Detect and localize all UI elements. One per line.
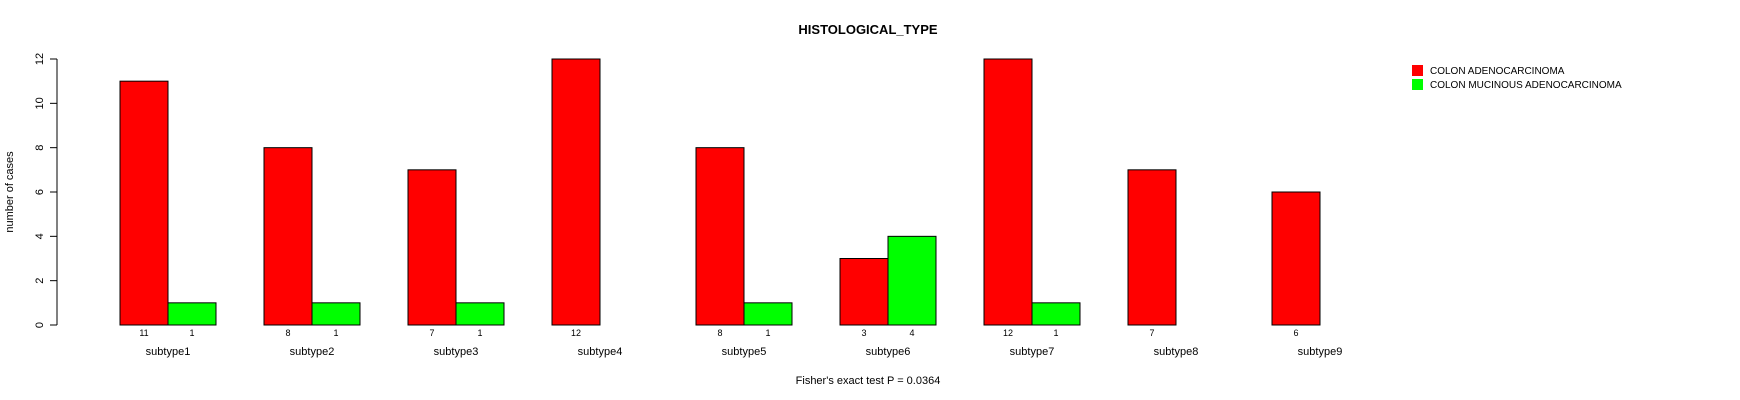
bar	[119, 80, 169, 326]
bar-count-label: 12	[571, 328, 581, 338]
category-label: subtype1	[146, 346, 191, 358]
bar-count-label: 8	[717, 328, 722, 338]
category-label: subtype8	[1154, 346, 1199, 358]
category-label: subtype6	[866, 346, 911, 358]
chart-title: HISTOLOGICAL_TYPE	[798, 22, 937, 37]
bar-count-label: 1	[1053, 328, 1058, 338]
bar-count-label: 1	[765, 328, 770, 338]
bar-count-label: 11	[139, 328, 148, 338]
bar	[695, 147, 745, 326]
category-label: subtype2	[290, 346, 335, 358]
category-label: subtype3	[434, 346, 479, 358]
category-label: subtype4	[578, 346, 623, 358]
bar	[1031, 302, 1081, 326]
y-tick-label: 12	[34, 53, 46, 65]
bar	[983, 58, 1033, 326]
bar-count-label: 1	[333, 328, 338, 338]
legend-entry: COLON MUCINOUS ADENOCARCINOMA	[1430, 80, 1622, 91]
bar-count-label: 7	[1149, 328, 1154, 338]
bar	[887, 235, 937, 326]
bar	[455, 302, 505, 326]
bar-count-label: 4	[909, 328, 914, 338]
bar	[839, 258, 889, 326]
legend: COLON ADENOCARCINOMA COLON MUCINOUS ADENO…	[1412, 65, 1622, 91]
legend-swatch	[1412, 79, 1423, 90]
bar-count-label: 12	[1003, 328, 1013, 338]
y-tick-label: 8	[34, 145, 46, 151]
bar	[167, 302, 217, 326]
category-label: subtype7	[1010, 346, 1055, 358]
bar-count-label: 8	[285, 328, 290, 338]
bar	[551, 58, 601, 326]
bar	[407, 169, 457, 326]
x-axis-label: Fisher's exact test P = 0.0364	[796, 375, 941, 387]
category-label: subtype9	[1298, 346, 1343, 358]
y-tick-label: 0	[34, 322, 46, 328]
bar-count-label: 6	[1293, 328, 1298, 338]
bar-count-label: 1	[189, 328, 194, 338]
category-label: subtype5	[722, 346, 767, 358]
y-axis-ticks: 0 2 4 6 8 10 12	[34, 53, 57, 328]
y-tick-label: 2	[34, 278, 46, 284]
bar-count-label: 1	[477, 328, 482, 338]
bar	[311, 302, 361, 326]
bar-count-label: 7	[429, 328, 434, 338]
bar	[743, 302, 793, 326]
bar	[1127, 169, 1177, 326]
y-axis-label: number of cases	[4, 151, 16, 233]
y-tick-label: 4	[34, 233, 46, 239]
bar-count-label: 3	[861, 328, 866, 338]
y-tick-label: 6	[34, 189, 46, 195]
y-tick-label: 10	[34, 97, 46, 109]
bar	[1271, 191, 1321, 326]
bar	[263, 147, 313, 326]
legend-swatch	[1412, 65, 1423, 76]
legend-entry: COLON ADENOCARCINOMA	[1430, 66, 1565, 77]
